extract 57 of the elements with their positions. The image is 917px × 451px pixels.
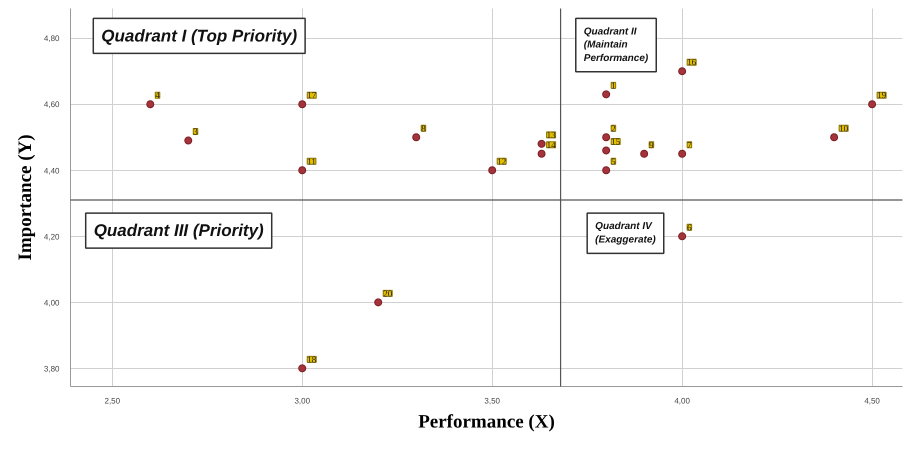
annotation: 8 — [421, 123, 426, 134]
x-tick-label: 3,50 — [484, 396, 501, 406]
annotation: 3 — [193, 126, 198, 137]
annotation: 17 — [307, 90, 317, 100]
x-tick-label: 3,00 — [294, 396, 311, 406]
point — [678, 67, 686, 76]
annotation: 16 — [687, 57, 697, 68]
point — [678, 150, 686, 158]
point — [538, 140, 546, 148]
annotation: 14 — [546, 140, 556, 150]
annotation: Quadrant IV (Exaggerate) — [595, 221, 656, 246]
y-tick-label: 4,80 — [44, 34, 60, 44]
point — [678, 232, 686, 240]
point — [298, 100, 306, 108]
annotation: 5 — [611, 156, 616, 166]
annotation: 18 — [307, 354, 317, 364]
point — [602, 146, 610, 154]
x-tick-label: 2,50 — [104, 396, 121, 406]
point — [146, 100, 154, 108]
annotation: 15 — [611, 136, 621, 146]
annotation: 7 — [687, 140, 692, 150]
point — [640, 150, 648, 158]
y-tick-label: 4,40 — [44, 166, 60, 176]
x-axis-title: Performance (X) — [418, 412, 555, 432]
point — [538, 150, 546, 158]
point — [830, 133, 838, 142]
annotation: Quadrant II (Maintain Performance) — [584, 26, 649, 64]
annotation: 13 — [546, 130, 556, 140]
y-tick-label: 4,60 — [44, 100, 60, 110]
y-axis-title: Importance (Y) — [14, 134, 36, 261]
point — [412, 133, 420, 142]
point — [298, 166, 306, 174]
annotation: 10 — [839, 123, 849, 134]
point — [602, 166, 610, 174]
annotation: 20 — [383, 288, 393, 298]
annotation: 9 — [649, 140, 654, 150]
point — [374, 298, 382, 306]
x-tick-label: 4,00 — [674, 396, 690, 406]
annotation: Quadrant I (Top Priority) — [101, 26, 298, 46]
point — [602, 133, 610, 142]
point — [184, 136, 192, 145]
annotation: 4 — [155, 90, 160, 100]
point — [488, 166, 496, 174]
point — [602, 90, 610, 98]
annotation: 11 — [307, 156, 316, 166]
x-tick-label: 4,50 — [864, 396, 880, 406]
annotation: 12 — [497, 156, 506, 166]
y-tick-label: 4,00 — [44, 298, 60, 308]
annotation: 6 — [687, 222, 692, 232]
point — [298, 364, 306, 372]
y-tick-label: 4,20 — [44, 232, 60, 242]
y-tick-label: 3,80 — [44, 364, 60, 374]
point — [868, 100, 876, 108]
annotation: 1 — [611, 80, 616, 90]
annotation: 2 — [611, 123, 616, 134]
annotation: 19 — [877, 90, 887, 100]
annotation: Quadrant III (Priority) — [94, 221, 264, 240]
